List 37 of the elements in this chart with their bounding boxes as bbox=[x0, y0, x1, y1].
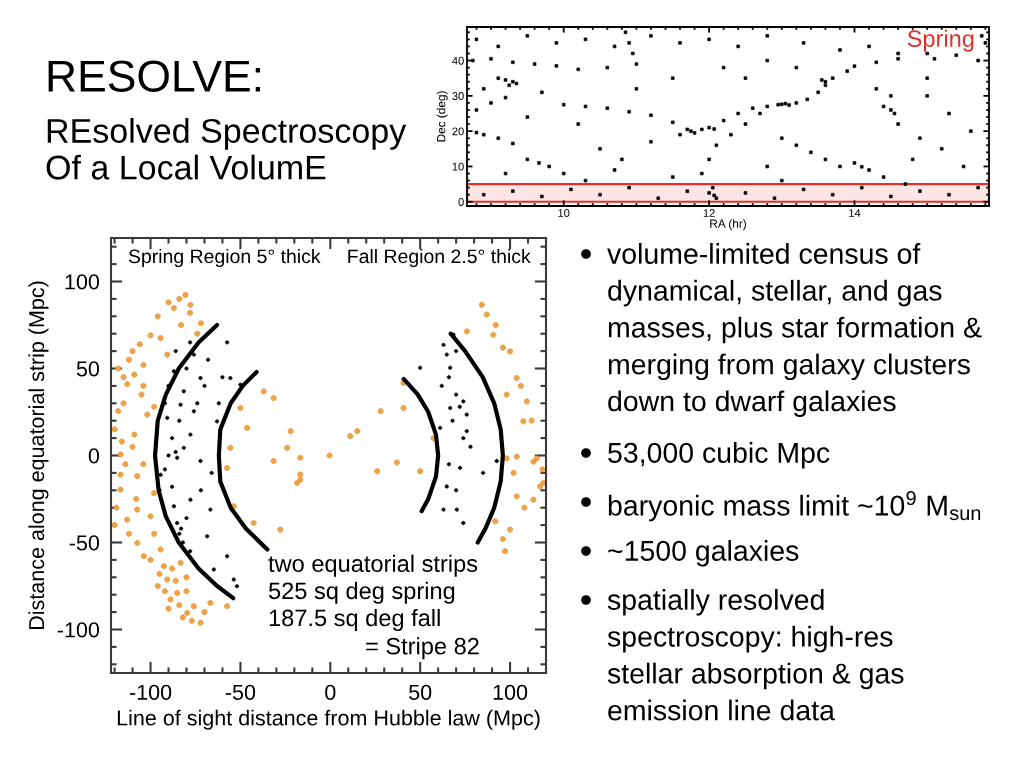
text: RESOLVE: bbox=[48, 60, 260, 92]
x-tick-label: 14 bbox=[849, 209, 861, 217]
y-tick-label: 40 bbox=[452, 56, 464, 65]
annotation: two equatorial strips 525 sq deg spring 187.5 sq deg fall bbox=[268, 554, 478, 631]
y-tick-label: 0 bbox=[88, 448, 100, 464]
line-series bbox=[401, 376, 441, 514]
y-axis-title: Dec (deg) bbox=[436, 91, 448, 142]
text: spatially resolved spectroscopy: high-res stellar absorption & gas emission line data bbox=[607, 589, 904, 721]
x-tick-label: -100 bbox=[129, 684, 172, 700]
y-tick-label: 50 bbox=[76, 361, 100, 377]
y-tick-label: 20 bbox=[452, 127, 464, 136]
annotation: Spring Region 5° thick bbox=[128, 248, 321, 268]
x-tick-label: 100 bbox=[493, 684, 528, 700]
y-axis-title: Distance along equatorial strip (Mpc) bbox=[28, 281, 49, 630]
x-tick-label: 10 bbox=[558, 209, 570, 217]
annotation: = Stripe 82 bbox=[366, 637, 479, 660]
x-tick-label: 12 bbox=[703, 209, 715, 217]
line-series bbox=[216, 369, 270, 552]
x-axis-title: Line of sight distance from Hubble law (Mpc) bbox=[117, 709, 540, 730]
x-tick-label: 0 bbox=[325, 684, 336, 700]
y-tick-label: 30 bbox=[452, 92, 464, 100]
y-tick-label: 10 bbox=[452, 162, 464, 171]
y-tick-label: -50 bbox=[69, 535, 100, 551]
annotation: Spring bbox=[907, 29, 974, 52]
text: REsolved Spectroscopy Of a Local VolumE bbox=[46, 118, 407, 180]
annotation: Fall Region 2.5° thick bbox=[348, 248, 531, 268]
y-tick-label: 100 bbox=[65, 274, 100, 290]
x-tick-label: 50 bbox=[409, 684, 432, 700]
x-tick-label: -50 bbox=[225, 684, 256, 700]
text: ~1500 galaxies bbox=[608, 540, 799, 567]
x-axis-title: RA (hr) bbox=[710, 219, 746, 231]
text: volume-limited census of dynamical, stellar, and gas masses, plus star formation & merging from galaxy clusters down to dwarf galaxies bbox=[607, 243, 982, 417]
line-series bbox=[152, 322, 236, 601]
y-tick-label: 0 bbox=[458, 198, 464, 206]
text: 53,000 cubic Mpc bbox=[608, 442, 830, 469]
text: baryonic mass limit ~10$^{9}$ M$_{sun}$ bbox=[608, 491, 981, 522]
y-tick-label: -100 bbox=[57, 622, 100, 638]
